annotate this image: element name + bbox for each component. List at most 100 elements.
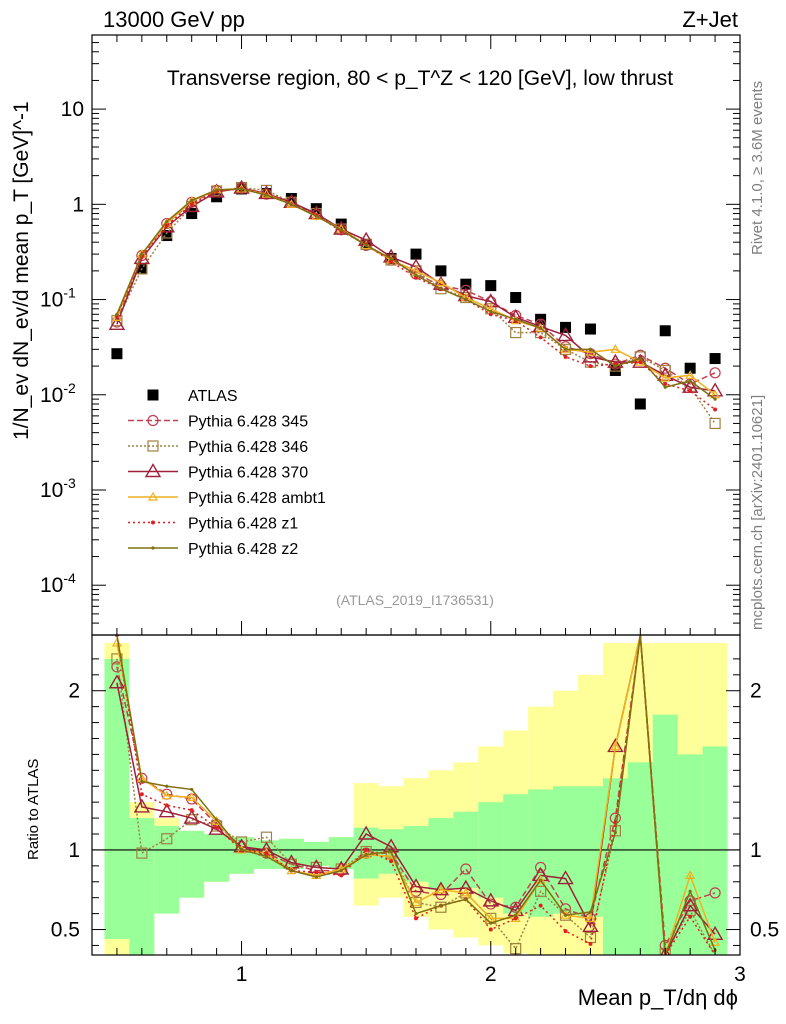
data-point-dot <box>563 913 568 917</box>
data-point-square <box>161 230 173 242</box>
legend: ATLAS Pythia 6.428 345 Pythia 6.428 346 Pyt… <box>128 388 326 558</box>
data-point-dot <box>513 916 518 921</box>
data-point-square-open <box>360 845 372 858</box>
data-point-square <box>435 265 447 277</box>
data-point-triangle <box>657 366 674 382</box>
data-point-dot <box>539 326 543 330</box>
data-point-dot <box>538 335 543 340</box>
main-series-group <box>108 179 724 430</box>
band-inner-bin <box>154 826 180 914</box>
analysis-watermark: (ATLAS_2019_I1736531) <box>336 592 494 608</box>
data-point-dot <box>414 912 418 916</box>
ratio-series-group <box>108 635 724 955</box>
data-point-triangle <box>582 917 599 933</box>
data-point-dot <box>613 830 617 835</box>
data-point-square <box>186 208 198 220</box>
data-point-dot <box>613 364 617 368</box>
band-inner-bin <box>528 789 554 917</box>
data-point-dot <box>389 256 393 261</box>
data-point-triangle <box>432 881 450 896</box>
data-point-triangle <box>108 315 126 330</box>
data-point-triangle <box>133 798 151 813</box>
data-point-circle <box>460 863 472 875</box>
data-point-triangle <box>557 870 574 885</box>
data-point-dot <box>713 397 717 401</box>
data-point-dot <box>289 202 293 206</box>
data-point-triangle <box>111 312 122 321</box>
data-point-square <box>659 325 671 337</box>
data-point-dot <box>588 347 593 351</box>
data-point-square-open <box>609 360 621 372</box>
data-point-triangle <box>211 816 222 825</box>
data-point-dot <box>464 897 468 901</box>
data-point-dot <box>165 784 169 788</box>
ratio-tick-label: 1 <box>68 839 80 862</box>
data-point-dot <box>688 914 693 919</box>
data-point-triangle <box>183 809 200 824</box>
data-point-dot <box>588 364 593 369</box>
data-point-dot <box>264 851 269 856</box>
data-point-dot <box>164 803 169 808</box>
series-line-z2 <box>116 188 716 400</box>
ratio-tick-label-right: 0.5 <box>750 919 779 942</box>
data-point-dot <box>264 854 269 858</box>
data-point-dot <box>688 889 692 893</box>
data-point-square <box>609 364 621 376</box>
ratio-series-z2 <box>116 635 717 955</box>
data-point-dot <box>314 870 319 875</box>
data-point-square-open <box>510 326 522 339</box>
data-point-circle <box>535 861 547 874</box>
band-inner-bin <box>229 837 254 874</box>
data-point-dot <box>389 259 394 264</box>
legend-label-p346: Pythia 6.428 346 <box>188 439 308 456</box>
data-point-dot <box>389 849 393 854</box>
data-point-triangle <box>308 205 325 220</box>
data-point-square <box>584 323 596 335</box>
data-point-triangle <box>585 913 596 922</box>
data-point-dot <box>164 223 169 228</box>
data-point-dot <box>464 297 468 302</box>
data-point-dot <box>339 873 344 878</box>
data-point-dot <box>414 916 418 921</box>
data-point-dot <box>439 904 443 908</box>
y-tick-label: 10-4 <box>40 570 76 597</box>
data-point-dot <box>239 848 244 852</box>
data-point-triangle <box>236 844 247 854</box>
data-point-dot <box>563 354 568 359</box>
data-point-square <box>510 292 522 304</box>
y-tick-label: 10-2 <box>40 380 76 407</box>
data-point-dot <box>688 388 693 393</box>
data-point-triangle <box>435 277 446 287</box>
data-point-dot <box>638 356 642 361</box>
data-point-dot <box>364 243 368 248</box>
series-ambt1 <box>111 183 721 399</box>
data-point-dot <box>439 287 443 291</box>
data-point-dot <box>264 193 269 197</box>
data-point-circle <box>485 898 497 910</box>
ratio-tick-label: 0.5 <box>51 919 80 942</box>
rivet-version: Rivet 4.1.0, ≥ 3.6M events <box>749 81 766 255</box>
legend-label-ATLAS: ATLAS <box>188 388 238 405</box>
ratio-tick-label-right: 2 <box>750 680 762 703</box>
data-point-triangle <box>685 370 696 379</box>
ratio-tick-label-right: 1 <box>750 839 762 862</box>
data-point-triangle <box>681 897 699 912</box>
data-point-dot <box>139 792 144 797</box>
legend-label-p370: Pythia 6.428 370 <box>188 465 308 482</box>
data-point-square <box>485 280 497 292</box>
data-point-dot <box>289 869 293 873</box>
x-axis-label: Mean p_T/dη dϕ <box>578 985 738 1010</box>
data-point-triangle <box>357 825 375 840</box>
series-p370 <box>108 179 724 397</box>
legend-label-z2: Pythia 6.428 z2 <box>188 541 298 558</box>
data-point-triangle <box>144 463 162 478</box>
data-point-dot <box>563 929 568 934</box>
data-point-square <box>410 248 422 260</box>
data-point-triangle <box>710 937 721 946</box>
data-point-dot <box>339 228 343 232</box>
data-point-dot <box>364 853 368 857</box>
data-point-dot <box>489 309 493 314</box>
data-point-square-open <box>147 440 159 452</box>
data-point-triangle <box>585 346 596 356</box>
